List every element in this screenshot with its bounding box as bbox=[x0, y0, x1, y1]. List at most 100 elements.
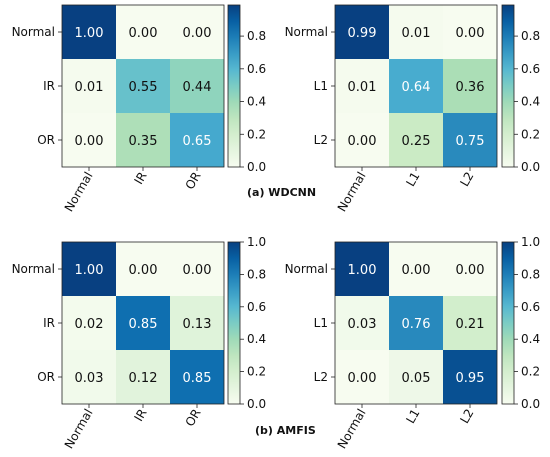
row-label: Normal bbox=[285, 25, 328, 39]
colorbar-tick-label: 1.0 bbox=[247, 235, 266, 249]
colorbar-tick-label: 0.0 bbox=[521, 160, 540, 174]
heatmap-cell bbox=[170, 113, 224, 167]
heatmap-cell bbox=[443, 242, 497, 296]
row-label: L1 bbox=[314, 316, 328, 330]
cell-value-label: 1.00 bbox=[348, 263, 377, 278]
cell-value-label: 0.85 bbox=[183, 371, 212, 386]
heatmap-cell bbox=[116, 113, 170, 167]
cell-value-label: 0.75 bbox=[456, 134, 485, 149]
cell-value-label: 0.00 bbox=[456, 26, 485, 41]
col-label: OR bbox=[183, 407, 204, 429]
col-label: IR bbox=[132, 170, 150, 187]
cell-value-label: 0.44 bbox=[183, 80, 212, 95]
col-label: Normal bbox=[335, 170, 369, 215]
col-label: IR bbox=[132, 407, 150, 424]
heatmap-cell bbox=[389, 296, 443, 350]
cell-value-label: 0.95 bbox=[456, 371, 485, 386]
cell-value-label: 0.55 bbox=[129, 80, 158, 95]
colorbar-tick-label: 0.2 bbox=[247, 365, 266, 379]
cell-value-label: 0.02 bbox=[75, 317, 104, 332]
heatmap-cell bbox=[335, 5, 389, 59]
heatmap-cell bbox=[170, 350, 224, 404]
col-label: Normal bbox=[62, 407, 96, 452]
cell-value-label: 0.99 bbox=[348, 26, 377, 41]
heatmap-cell bbox=[62, 350, 116, 404]
cell-value-label: 0.36 bbox=[456, 80, 485, 95]
cell-value-label: 0.05 bbox=[402, 371, 431, 386]
caption-wdcnn: (a) WDCNN bbox=[247, 186, 317, 199]
heatmap-cell bbox=[389, 113, 443, 167]
col-label: Normal bbox=[335, 407, 369, 452]
colorbar-tick-label: 0.2 bbox=[521, 127, 540, 141]
cell-value-label: 0.00 bbox=[348, 371, 377, 386]
heatmap-cell bbox=[170, 59, 224, 113]
cell-value-label: 0.13 bbox=[183, 317, 212, 332]
heatmap-cell bbox=[170, 5, 224, 59]
colorbar-tick-label: 0.0 bbox=[521, 397, 540, 411]
colorbar bbox=[227, 241, 241, 405]
cell-value-label: 0.00 bbox=[183, 263, 212, 278]
row-label: Normal bbox=[12, 25, 55, 39]
cell-value-label: 0.64 bbox=[402, 80, 431, 95]
row-label: IR bbox=[43, 79, 55, 93]
heatmap-cell bbox=[62, 242, 116, 296]
heatmap-panel-4: 1.00 0.00 0.00 0.03 0.76 0.21 0.00 0.05 0.95 Norm… bbox=[285, 235, 541, 451]
heatmap-cell bbox=[389, 5, 443, 59]
col-label: OR bbox=[183, 170, 204, 192]
cell-value-label: 0.00 bbox=[129, 26, 158, 41]
colorbar-tick-label: 0.4 bbox=[247, 332, 266, 346]
cell-value-label: 0.00 bbox=[75, 134, 104, 149]
cell-value-label: 0.01 bbox=[75, 80, 104, 95]
colorbar-tick-label: 0.4 bbox=[521, 332, 540, 346]
col-label: L1 bbox=[403, 407, 422, 426]
heatmap-cell bbox=[116, 5, 170, 59]
cell-value-label: 0.00 bbox=[402, 263, 431, 278]
heatmap-cell bbox=[443, 350, 497, 404]
row-label: Normal bbox=[12, 262, 55, 276]
cell-value-label: 0.00 bbox=[456, 263, 485, 278]
colorbar-tick-label: 0.8 bbox=[521, 29, 540, 43]
cell-value-label: 0.65 bbox=[183, 134, 212, 149]
colorbar-tick-label: 0.4 bbox=[521, 95, 540, 109]
heatmap-cell bbox=[443, 113, 497, 167]
col-label: Normal bbox=[62, 170, 96, 215]
heatmap-cell bbox=[335, 113, 389, 167]
col-label: L2 bbox=[457, 407, 476, 426]
heatmap-cell bbox=[62, 59, 116, 113]
colorbar-tick-label: 0.8 bbox=[247, 29, 266, 43]
cell-value-label: 0.00 bbox=[183, 26, 212, 41]
colorbar-tick-label: 0.6 bbox=[521, 300, 540, 314]
heatmap-panel-2: 0.99 0.01 0.00 0.01 0.64 0.36 0.00 0.25 0.75 Norm… bbox=[285, 4, 540, 215]
col-label: L1 bbox=[403, 170, 422, 189]
heatmap-cell bbox=[62, 113, 116, 167]
colorbar bbox=[501, 241, 515, 405]
colorbar-tick-label: 0.4 bbox=[247, 95, 266, 109]
row-label: OR bbox=[37, 370, 55, 384]
heatmap-cell bbox=[443, 59, 497, 113]
heatmap-cell bbox=[389, 242, 443, 296]
heatmap-panel-3: 1.00 0.00 0.00 0.02 0.85 0.13 0.03 0.12 0.85 Norm… bbox=[12, 235, 267, 451]
heatmap-cell bbox=[116, 242, 170, 296]
colorbar-tick-label: 0.8 bbox=[521, 267, 540, 281]
heatmap-cell bbox=[170, 242, 224, 296]
heatmap-cell bbox=[389, 350, 443, 404]
heatmap-cell bbox=[62, 5, 116, 59]
cell-value-label: 0.01 bbox=[402, 26, 431, 41]
cell-value-label: 0.21 bbox=[456, 317, 485, 332]
heatmap-cell bbox=[116, 350, 170, 404]
heatmap-cell bbox=[443, 5, 497, 59]
caption-amfis: (b) AMFIS bbox=[255, 424, 316, 437]
colorbar-tick-label: 0.6 bbox=[247, 300, 266, 314]
heatmap-cell bbox=[170, 296, 224, 350]
cell-value-label: 0.35 bbox=[129, 134, 158, 149]
row-label: Normal bbox=[285, 262, 328, 276]
cell-value-label: 1.00 bbox=[75, 26, 104, 41]
cell-value-label: 0.85 bbox=[129, 317, 158, 332]
colorbar bbox=[227, 4, 241, 168]
row-label: L2 bbox=[314, 133, 328, 147]
colorbar-tick-label: 0.2 bbox=[247, 127, 266, 141]
heatmap-cell bbox=[116, 59, 170, 113]
colorbar-tick-label: 0.8 bbox=[247, 267, 266, 281]
heatmap-cell bbox=[335, 242, 389, 296]
